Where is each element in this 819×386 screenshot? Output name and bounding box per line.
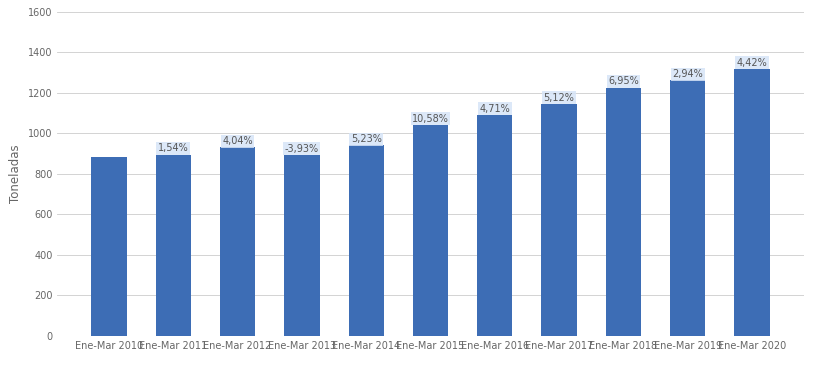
Bar [156, 155, 191, 336]
Bar [734, 69, 769, 336]
Text: 4,04%: 4,04% [222, 136, 252, 146]
Text: 2,94%: 2,94% [672, 69, 702, 79]
Text: 5,23%: 5,23% [351, 134, 381, 144]
Bar [412, 125, 448, 336]
Text: -3,93%: -3,93% [284, 144, 319, 154]
Bar [541, 104, 576, 336]
Bar [91, 157, 126, 336]
Text: 5,12%: 5,12% [543, 93, 574, 103]
Text: 6,95%: 6,95% [607, 76, 638, 86]
Text: 1,54%: 1,54% [158, 144, 188, 153]
Bar [477, 115, 512, 336]
Bar [219, 147, 255, 336]
Bar [605, 88, 640, 336]
Text: 4,71%: 4,71% [479, 104, 509, 114]
Bar [348, 145, 383, 336]
Text: 4,42%: 4,42% [735, 58, 767, 68]
Bar [669, 80, 704, 336]
Text: 10,58%: 10,58% [412, 114, 448, 124]
Bar [284, 155, 319, 336]
Y-axis label: Toneladas: Toneladas [9, 144, 22, 203]
